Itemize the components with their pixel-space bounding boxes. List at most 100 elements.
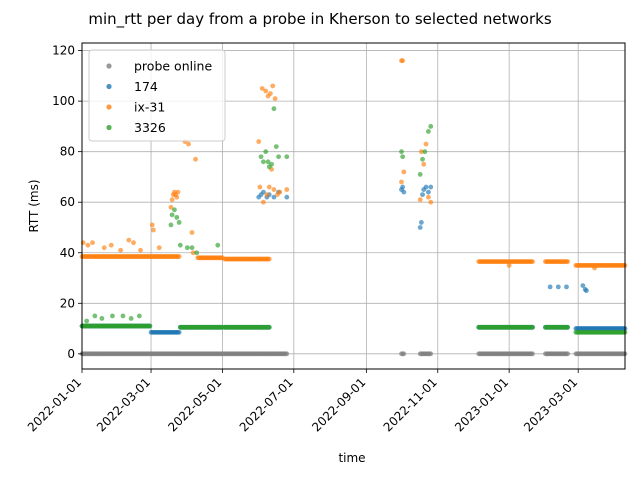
data-point bbox=[194, 250, 200, 256]
data-point bbox=[399, 149, 404, 155]
data-point bbox=[265, 159, 271, 165]
data-point bbox=[422, 149, 428, 155]
data-point bbox=[175, 189, 181, 195]
data-point bbox=[177, 242, 183, 248]
data-point bbox=[190, 250, 196, 256]
data-point bbox=[269, 161, 274, 167]
plot-frame bbox=[81, 42, 626, 370]
data-point bbox=[423, 141, 429, 147]
legend-label: ix-31 bbox=[134, 100, 165, 115]
legend-box bbox=[88, 49, 226, 142]
series-2-points bbox=[79, 58, 628, 271]
legend-label: probe online bbox=[134, 59, 212, 74]
data-point bbox=[277, 189, 283, 195]
data-point bbox=[169, 212, 175, 218]
data-point bbox=[189, 230, 195, 235]
x-axis-label: time bbox=[338, 451, 365, 465]
data-point bbox=[428, 351, 434, 357]
data-point bbox=[172, 207, 177, 213]
data-point bbox=[530, 259, 535, 264]
data-point bbox=[284, 194, 290, 200]
legend-marker bbox=[106, 63, 112, 69]
data-point bbox=[428, 184, 434, 190]
data-point bbox=[273, 144, 279, 150]
data-point bbox=[425, 129, 431, 134]
marks-layer bbox=[79, 58, 628, 357]
data-point bbox=[176, 220, 182, 225]
legend-marker bbox=[106, 83, 112, 90]
data-point bbox=[215, 242, 221, 248]
y-tick-label: 40 bbox=[60, 246, 75, 260]
data-point bbox=[264, 192, 270, 198]
data-point bbox=[184, 245, 190, 251]
data-point bbox=[168, 222, 174, 228]
data-point bbox=[400, 154, 406, 160]
data-point bbox=[118, 247, 124, 253]
data-point bbox=[149, 222, 155, 228]
data-point bbox=[401, 169, 407, 175]
data-point bbox=[260, 159, 266, 165]
data-point bbox=[258, 154, 264, 160]
data-point bbox=[271, 194, 277, 200]
y-tick-label: 120 bbox=[52, 44, 75, 58]
data-point bbox=[565, 324, 571, 330]
data-point bbox=[565, 259, 571, 264]
data-point bbox=[418, 220, 424, 225]
data-point bbox=[530, 351, 535, 357]
data-point bbox=[276, 154, 282, 160]
data-point bbox=[420, 156, 425, 162]
data-point bbox=[257, 184, 263, 190]
data-point bbox=[99, 316, 105, 321]
data-point bbox=[420, 192, 425, 198]
data-point bbox=[271, 187, 277, 192]
series-3-points bbox=[79, 106, 628, 335]
data-point bbox=[260, 199, 266, 205]
data-point bbox=[268, 91, 273, 96]
y-tick-label: 100 bbox=[52, 94, 75, 108]
series-0-points bbox=[79, 351, 628, 357]
data-point bbox=[400, 184, 406, 190]
data-point bbox=[417, 197, 423, 203]
data-point bbox=[530, 324, 535, 330]
legend-label: 174 bbox=[134, 79, 158, 94]
data-point bbox=[138, 247, 143, 253]
data-point bbox=[418, 149, 424, 155]
data-point bbox=[272, 96, 278, 101]
data-point bbox=[174, 194, 180, 200]
data-point bbox=[263, 88, 269, 94]
data-point bbox=[92, 313, 98, 319]
y-tick-label: 20 bbox=[60, 296, 75, 310]
data-point bbox=[401, 351, 407, 357]
data-point bbox=[284, 187, 290, 192]
data-point bbox=[174, 214, 180, 220]
data-point bbox=[176, 329, 182, 335]
data-point bbox=[270, 83, 276, 89]
data-point bbox=[421, 161, 427, 167]
data-point bbox=[423, 184, 429, 190]
data-point bbox=[147, 323, 153, 329]
legend-marker bbox=[106, 124, 112, 131]
y-tick-label: 80 bbox=[60, 145, 75, 159]
y-tick-label: 0 bbox=[67, 347, 75, 361]
data-point bbox=[120, 313, 126, 319]
data-point bbox=[547, 284, 553, 290]
data-point bbox=[592, 265, 597, 271]
data-point bbox=[417, 225, 423, 230]
data-point bbox=[101, 245, 107, 251]
data-point bbox=[425, 189, 431, 195]
data-point bbox=[425, 194, 431, 200]
data-point bbox=[266, 184, 272, 190]
data-point bbox=[428, 123, 434, 129]
chart-title: min_rtt per day from a probe in Kherson … bbox=[88, 10, 551, 29]
data-point bbox=[399, 179, 404, 185]
legend-marker bbox=[106, 104, 112, 110]
data-point bbox=[256, 139, 262, 144]
data-point bbox=[263, 149, 269, 155]
data-point bbox=[90, 240, 95, 246]
data-point bbox=[284, 154, 290, 160]
data-point bbox=[80, 240, 86, 246]
data-point bbox=[266, 256, 272, 262]
data-point bbox=[110, 313, 115, 319]
data-point bbox=[266, 324, 272, 330]
